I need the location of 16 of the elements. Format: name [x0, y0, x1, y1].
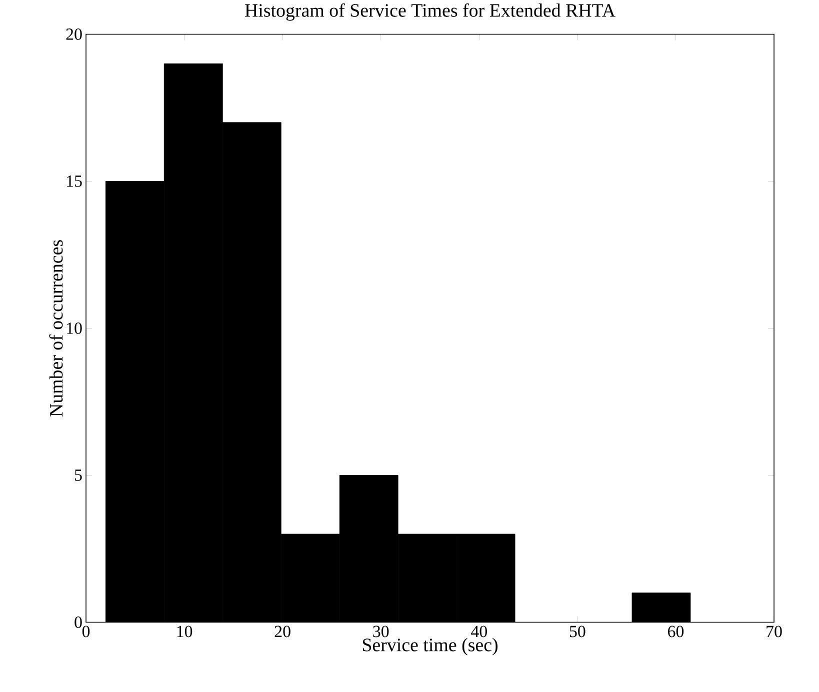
- x-tick-label: 30: [373, 626, 389, 638]
- y-tick-label: 15: [67, 175, 82, 187]
- y-tick-label: 0: [74, 616, 82, 628]
- y-tick-label: 20: [66, 28, 82, 40]
- x-tick-label: 0: [82, 626, 90, 638]
- y-tick-label: 10: [67, 322, 82, 334]
- x-tick-label: 20: [274, 626, 290, 638]
- y-tick-label: 5: [75, 469, 82, 481]
- x-tick-label: 60: [668, 626, 684, 638]
- x-tick-label: 40: [471, 626, 487, 638]
- x-tick-label: 50: [570, 626, 586, 638]
- y-axis-title: Number of occurrences: [49, 240, 63, 416]
- x-axis-title: Service time (sec): [362, 638, 498, 656]
- x-tick-label: 10: [177, 626, 192, 638]
- chart-title: Histogram of Service Times for Extended RHTA: [245, 3, 616, 21]
- x-tick-label: 70: [766, 626, 782, 638]
